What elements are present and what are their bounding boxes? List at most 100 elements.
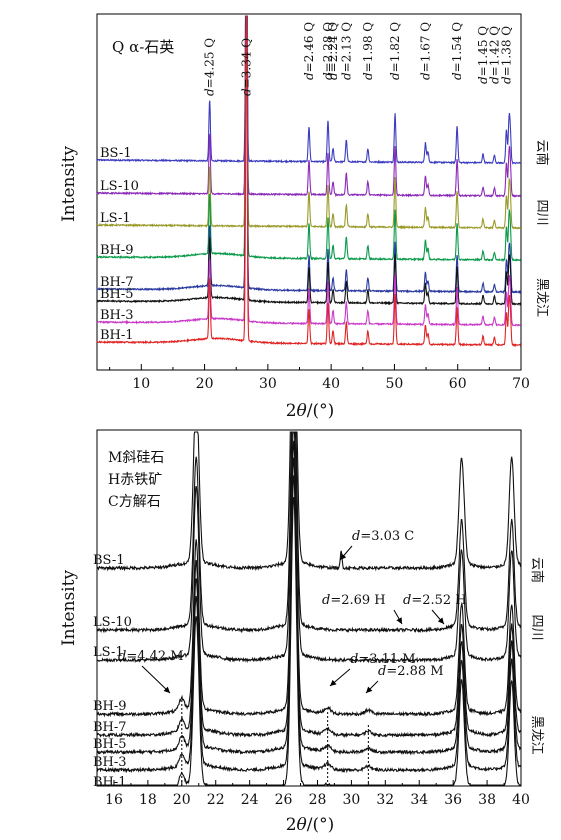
- bottom-series-label: BS-1: [93, 553, 125, 568]
- bottom-series-labels: BS-1 LS-10 LS-1 BH-9 BH-7 BH-5 BH-3 BH-1: [93, 553, 132, 790]
- bottom-annotation-arrowhead: [163, 686, 170, 693]
- top-traces: [96, 15, 522, 348]
- top-x-axis-symbol: θ: [297, 401, 307, 421]
- top-series-label: BH-5: [100, 287, 134, 302]
- top-plot-frame: [96, 13, 522, 371]
- bottom-trace-ls-1: [96, 431, 522, 664]
- top-trace-bh-1: [96, 15, 522, 348]
- top-trace-bh-3: [96, 15, 522, 327]
- bottom-region-label: 四川: [529, 614, 544, 640]
- top-x-tick-label: 70: [512, 376, 530, 392]
- bottom-annotation-label: d=4.42 M: [118, 649, 184, 664]
- bottom-x-tick-label: 22: [207, 792, 225, 808]
- top-trace-bh-5: [96, 15, 522, 307]
- top-series-label: LS-1: [100, 211, 131, 226]
- top-x-tick-label: 30: [259, 376, 277, 392]
- bottom-trace-bh-7: [96, 440, 522, 739]
- top-x-tick-label: 40: [322, 376, 340, 392]
- top-x-tick-label: 10: [132, 376, 150, 392]
- top-series-label: BS-1: [100, 146, 132, 161]
- bottom-trace-bs-1: [96, 431, 522, 572]
- bottom-annotation-arrow: [141, 665, 171, 694]
- top-peak-label: d=1.67 Q: [418, 22, 432, 80]
- bottom-region-label: 云南: [529, 557, 545, 583]
- bottom-x-axis-symbol: θ: [297, 815, 307, 835]
- top-peak-label: d=2.13 Q: [339, 22, 353, 80]
- bottom-annotation-label: d=2.88 M: [378, 664, 444, 679]
- top-x-axis-prefix: 2: [286, 401, 297, 421]
- top-series-label: BH-1: [100, 328, 134, 343]
- top-peak-label: d=1.54 Q: [450, 22, 464, 80]
- top-series-label: BH-3: [100, 308, 134, 323]
- bottom-y-axis-label: Intensity: [59, 570, 79, 646]
- bottom-annotation-arrowhead: [340, 553, 347, 560]
- top-region-label: 黑龙江: [534, 278, 549, 317]
- bottom-region-label: 黑龙江: [529, 715, 544, 754]
- bottom-annotation-label: d=2.52 H: [403, 593, 467, 608]
- bottom-legend-line: H赤铁矿: [108, 472, 162, 488]
- bottom-series-label: LS-1: [93, 645, 124, 660]
- bottom-legend-line: M斜硅石: [108, 450, 164, 466]
- top-peak-label: d=2.24 Q: [326, 22, 340, 80]
- top-x-tick-label: 50: [386, 376, 404, 392]
- bottom-x-tick-label: 16: [105, 792, 123, 808]
- top-peak-labels: d=4.25 Q d=3.34 Q d=2.46 Q d=2.28 Qd=2.24 Q…: [203, 22, 514, 96]
- top-trace-bh-7: [96, 15, 522, 295]
- bottom-x-tick-label: 30: [342, 792, 360, 808]
- top-region-label: 云南: [534, 139, 550, 165]
- top-peak-label: d=3.34 Q: [239, 38, 253, 96]
- bottom-trace-bh-5: [96, 457, 521, 756]
- bottom-x-tick-label: 40: [512, 792, 530, 808]
- top-x-tick-label: 60: [449, 376, 467, 392]
- bottom-x-axis-unit: /(°): [307, 815, 335, 835]
- top-x-axis-label: 2θ/(°): [286, 401, 335, 421]
- top-trace-ls-10: [96, 15, 522, 198]
- bottom-x-ticks: 16 18 20 22 24 26 28 30 32 34 36 38 40: [96, 780, 530, 808]
- bottom-x-tick-label: 34: [410, 792, 428, 808]
- top-x-axis-unit: /(°): [307, 401, 335, 421]
- top-peak-label: d=4.25 Q: [203, 38, 217, 96]
- top-peak-label: d=1.98 Q: [361, 22, 375, 80]
- top-x-tick-label: 20: [196, 376, 214, 392]
- top-trace-bs-1: [96, 15, 522, 165]
- bottom-x-tick-label: 20: [173, 792, 191, 808]
- top-peak-label: d=2.28 Q: [321, 22, 335, 80]
- bottom-traces: [96, 431, 522, 787]
- top-series-label: BH-7: [100, 275, 134, 290]
- bottom-trace-bh-3: [96, 475, 522, 774]
- bottom-annotations: d=3.03 C d=2.69 H d=2.52 H d=4.42 M d=3.11 M…: [118, 529, 467, 786]
- bottom-x-tick-label: 36: [444, 792, 462, 808]
- bottom-series-label: BH-1: [93, 775, 127, 790]
- bottom-trace-bh-1: [97, 496, 521, 787]
- bottom-x-tick-label: 28: [309, 792, 327, 808]
- top-legend-title: Q α-石英: [112, 38, 174, 56]
- bottom-annotation-label: d=3.03 C: [352, 529, 414, 544]
- top-peak-label: d=2.46 Q: [302, 22, 316, 80]
- top-peak-label: d=1.82 Q: [388, 22, 402, 80]
- top-series-label: LS-10: [100, 179, 139, 194]
- top-trace-ls-1: [96, 15, 522, 230]
- bottom-trace-bh-9: [96, 431, 522, 718]
- bottom-plot-frame: [96, 429, 522, 787]
- top-trace-bh-9: [96, 15, 522, 263]
- bottom-series-label: LS-10: [93, 615, 132, 630]
- bottom-x-axis-prefix: 2: [286, 815, 297, 835]
- top-peak-label: d=1.42 Q: [487, 26, 501, 84]
- top-y-axis-label: Intensity: [59, 146, 79, 222]
- bottom-x-tick-label: 32: [376, 792, 394, 808]
- top-region-label: 四川: [534, 199, 549, 225]
- bottom-series-label: BH-5: [93, 737, 127, 752]
- bottom-annotation-arrowhead: [396, 617, 402, 624]
- top-peak-label: d=1.38 Q: [499, 26, 513, 84]
- bottom-trace-ls-10: [97, 431, 522, 634]
- bottom-x-axis-label: 2θ/(°): [286, 815, 335, 835]
- bottom-annotation-label: d=2.69 H: [322, 593, 386, 608]
- bottom-x-tick-label: 24: [241, 792, 259, 808]
- bottom-xrd-chart: 16 18 20 22 24 26 28 30 32 34 36 38 40 d=3.03 C d=2.6…: [59, 429, 545, 835]
- top-series-labels: BS-1 LS-10 LS-1 BH-9 BH-7BH-5 BH-3 BH-1: [100, 146, 139, 343]
- top-x-ticks: 10 20 30 40 50 60 70: [109, 364, 530, 392]
